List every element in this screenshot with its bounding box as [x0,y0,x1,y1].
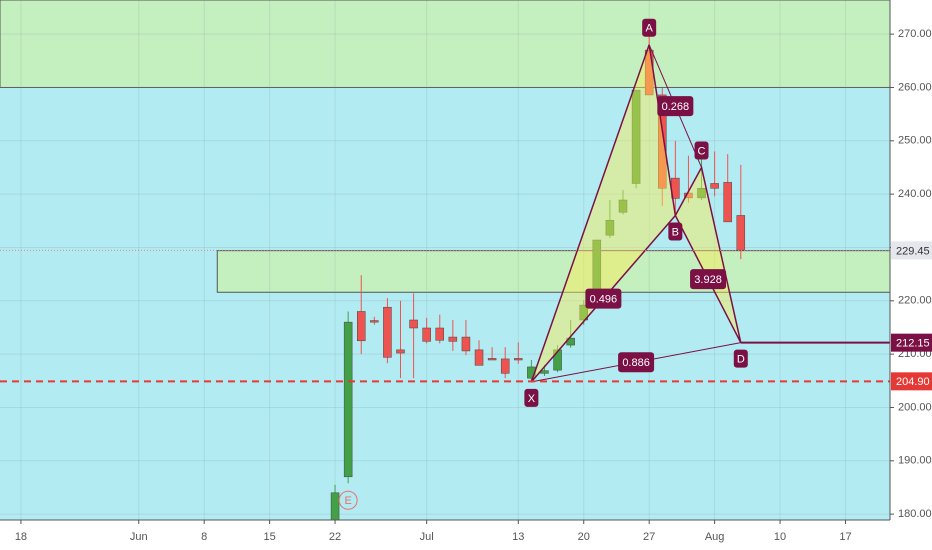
x-tick-label: 13 [512,531,524,543]
x-tick-label: 17 [839,531,851,543]
zone [216,250,891,293]
y-tick-label: 270.00 [898,28,932,40]
ratio-box [618,352,655,373]
y-tick-label: 200.00 [898,401,932,413]
candle-body [409,319,418,329]
candle-body [514,358,523,361]
candle-body [383,306,392,358]
x-tick-label: 10 [774,531,786,543]
x-tick-label: 8 [201,531,207,543]
x-axis-panel [0,520,890,550]
y-axis-panel [890,0,932,550]
candle-body [448,336,458,342]
candle-body [500,358,510,374]
pattern-point-label: A [646,23,654,35]
ratio-label: 0.496 [590,294,618,306]
x-tick-label: Jul [420,531,434,543]
y-tick-label: 260.00 [898,81,932,93]
candle-body [330,492,340,523]
candle-body [370,320,379,323]
y-tick-label: 190.00 [898,455,932,467]
ratio-label: 0.886 [622,357,650,369]
price-level-label: 204.90 [896,376,930,388]
candle-body [658,94,667,189]
x-tick-label: 20 [578,531,590,543]
candle-body [710,183,719,189]
price-level-box [891,241,932,260]
candle-body [631,89,641,184]
candle-body [435,327,445,341]
candle-body [487,358,497,361]
candle-body [618,199,628,213]
y-tick-label: 240.00 [898,188,932,200]
x-tick-label: 15 [263,531,275,543]
candle-body [343,321,353,478]
pattern-point-box [642,18,657,37]
pattern-point-label: C [698,145,706,157]
x-tick-label: Jun [130,531,148,543]
x-tick-label: Aug [705,531,725,543]
candle-body [723,182,732,223]
ratio-label: 0.268 [662,101,690,113]
candle-body [736,215,746,251]
event-marker [338,490,358,510]
candle-body [396,349,405,354]
pattern-point-label: B [672,226,679,238]
ratio-box [657,96,694,117]
y-tick-label: 220.00 [898,295,932,307]
candle-body [474,349,484,366]
candle-body [605,220,615,236]
pattern-point-box [733,349,748,368]
candle-body [579,304,588,321]
price-level-box [891,372,932,391]
pattern-point-box [694,141,709,160]
price-level-label: 212.15 [896,338,930,350]
price-level-box [891,333,932,352]
zone [0,0,891,88]
price-level-label: 229.45 [896,245,930,257]
ratio-label: 3.928 [694,274,722,286]
pattern-point-box [524,388,539,407]
x-tick-label: 18 [15,531,27,543]
y-tick-label: 180.00 [898,508,932,520]
ratio-box [690,269,727,290]
x-tick-label: 22 [329,531,341,543]
pattern-point-label: X [528,393,536,405]
candle-body [697,188,706,199]
candle-body [461,336,471,352]
candle-body [356,311,366,342]
pattern-point-box [668,222,683,241]
y-tick-label: 250.00 [898,135,932,147]
ratio-box [585,288,622,309]
event-marker-label: E [344,495,351,507]
candle-body [422,327,431,342]
pattern-point-label: D [737,354,745,366]
x-tick-label: 27 [643,531,655,543]
candle-body [684,192,693,199]
candle-body [553,349,562,371]
